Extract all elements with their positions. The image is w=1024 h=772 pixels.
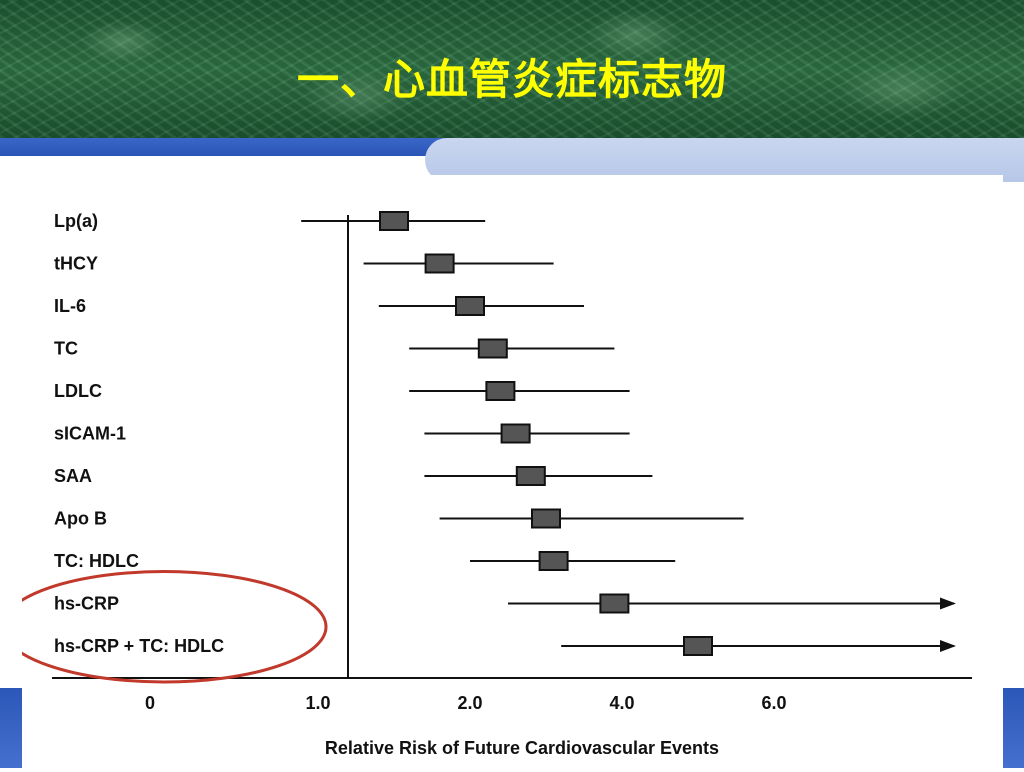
forest-plot: Lp(a) tHCY IL-6 TC LDLC sICAM-1 SAA Apo B TC: HD…: [0, 211, 972, 758]
estimate-marker: [485, 381, 516, 401]
title-banner: 一、心血管炎症标志物: [0, 0, 1024, 141]
estimate-marker: [683, 636, 713, 656]
estimate-marker: [599, 593, 630, 614]
x-tick-label: 2.0: [457, 693, 482, 713]
row-label: TC: HDLC: [54, 551, 139, 571]
row-label: sICAM-1: [54, 424, 126, 444]
x-tick-label: 4.0: [609, 693, 634, 713]
decor-band-right: [1003, 688, 1024, 768]
row-label: Apo B: [54, 509, 107, 529]
ci-lines: [301, 220, 956, 652]
row-label: SAA: [54, 466, 92, 486]
row-label: hs-CRP + TC: HDLC: [54, 636, 224, 656]
estimate-marker: [455, 296, 485, 316]
estimate-marker: [379, 211, 409, 231]
ci-arrowhead: [940, 597, 956, 610]
estimate-marker: [515, 466, 546, 486]
row-label: Lp(a): [54, 211, 98, 231]
estimate-marker: [500, 423, 531, 444]
estimate-marker: [538, 551, 569, 571]
x-tick-label: 6.0: [761, 693, 786, 713]
row-label: TC: [54, 339, 78, 359]
decor-band-left: [0, 688, 22, 768]
x-tick-label: 0: [145, 693, 155, 713]
row-label: IL-6: [54, 296, 86, 316]
estimate-marker: [424, 253, 455, 274]
row-label: LDLC: [54, 381, 102, 401]
forest-plot-figure: Lp(a) tHCY IL-6 TC LDLC sICAM-1 SAA Apo B TC: HD…: [0, 175, 1003, 768]
x-axis: 0 1.0 2.0 4.0 6.0: [0, 215, 972, 713]
estimate-markers: [379, 211, 713, 656]
row-labels: Lp(a) tHCY IL-6 TC LDLC sICAM-1 SAA Apo B TC: HD…: [54, 211, 224, 656]
x-axis-label: Relative Risk of Future Cardiovascular E…: [325, 738, 719, 758]
decor-pill: [425, 138, 1024, 182]
x-tick-label: 1.0: [305, 693, 330, 713]
ci-arrowhead: [940, 640, 956, 652]
highlight-ellipse: [0, 570, 328, 684]
estimate-marker: [477, 338, 508, 359]
row-label: hs-CRP: [54, 594, 119, 614]
slide-title: 一、心血管炎症标志物: [296, 55, 727, 104]
estimate-marker: [531, 508, 561, 529]
row-label: tHCY: [54, 254, 98, 274]
